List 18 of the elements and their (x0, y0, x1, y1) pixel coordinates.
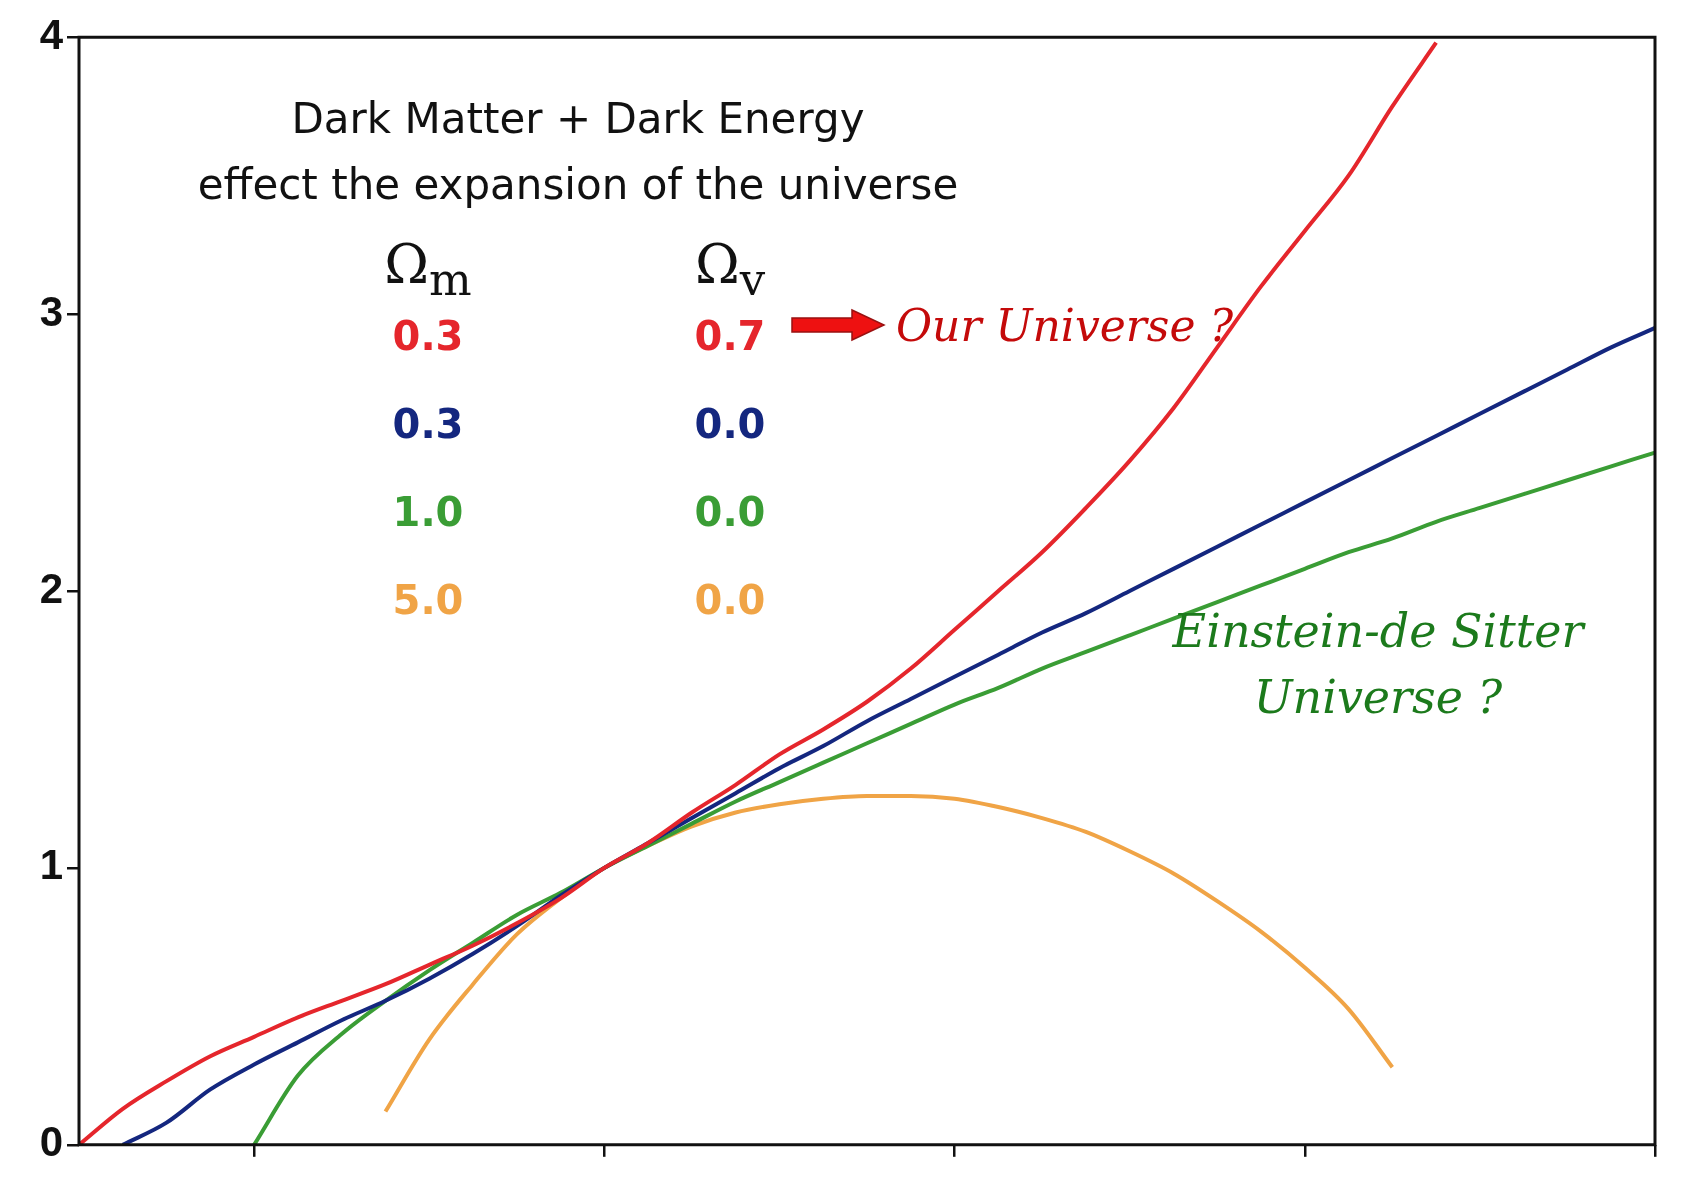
y-tick-label: 4 (39, 10, 64, 58)
y-tick-label: 1 (39, 841, 63, 889)
annotation: 1.0 (391, 489, 465, 535)
annotation: Our Universe ? (896, 300, 1234, 351)
y-tick-label: 3 (39, 287, 63, 335)
annotation: 0.3 (391, 313, 465, 359)
y-tick-label: 0 (39, 1118, 63, 1166)
annotation: Einstein-de Sitter Universe ? (1171, 603, 1587, 726)
annotation: 0.0 (693, 489, 767, 535)
annotation: 0.7 (693, 313, 767, 359)
annotation: 5.0 (391, 577, 465, 623)
text: Dark Matter + Dark Energy effect the expansion of the universe (196, 93, 960, 211)
annotation: 0.3 (391, 401, 465, 447)
annotation: 0.0 (693, 577, 767, 623)
annotation: Ω$_{v}$ (693, 233, 767, 306)
annotation: Ω$_{m}$ (383, 233, 473, 306)
annotation: 0.0 (693, 401, 767, 447)
y-tick-label: 2 (39, 564, 63, 612)
